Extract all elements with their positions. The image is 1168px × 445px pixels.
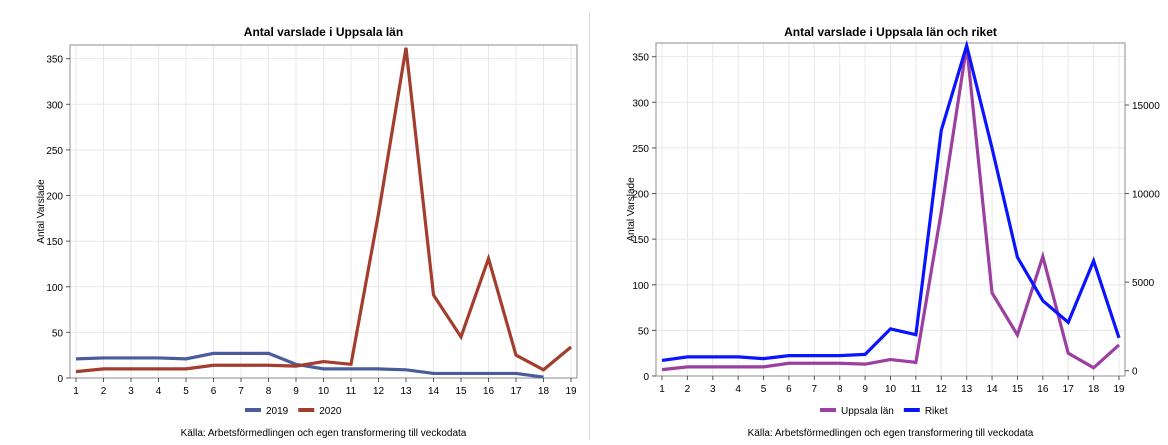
series-line-0	[661, 45, 1121, 372]
y-tick-label: 250	[632, 144, 649, 155]
y-tick-label: 200	[632, 190, 649, 201]
x-tick-label: 10	[885, 384, 897, 395]
y-tick-label: 250	[46, 146, 63, 157]
legend-label-0: 2019	[266, 406, 289, 417]
x-tick-label: 10	[318, 386, 330, 397]
chart-divider	[589, 12, 590, 440]
x-tick-label: 1	[659, 384, 665, 395]
x-tick-label: 2	[685, 384, 691, 395]
x-tick-label: 6	[211, 386, 217, 397]
x-tick-label: 7	[238, 386, 244, 397]
series-line-1	[661, 39, 1121, 362]
legend-label-1: Riket	[925, 406, 948, 417]
x-tick-label: 4	[156, 386, 162, 397]
x-tick-label: 11	[911, 384, 922, 395]
x-tick-label: 14	[986, 384, 998, 395]
y-tick-label: 300	[632, 98, 649, 109]
y-tick-label: 150	[632, 235, 649, 246]
chart-uppsala: Antal varslade i Uppsala län Antal Varsla…	[36, 25, 578, 439]
x-tick-label: 13	[400, 386, 412, 397]
y-tick-label: 0	[57, 374, 63, 385]
y-tick-label: 0	[643, 372, 649, 383]
y2-tick-label: 15000	[1132, 101, 1160, 112]
x-tick-label: 5	[761, 384, 767, 395]
chart-title: Antal varslade i Uppsala län och riket	[784, 25, 997, 39]
x-tick-label: 18	[1088, 384, 1100, 395]
source-note: Källa: Arbetsförmedlingen och egen trans…	[181, 428, 467, 439]
y-tick-label: 150	[46, 237, 63, 248]
chart-title: Antal varslade i Uppsala län	[244, 25, 403, 39]
x-tick-label: 13	[961, 384, 973, 395]
x-tick-label: 8	[266, 386, 272, 397]
y-tick-label: 300	[46, 100, 63, 111]
y-tick-label: 100	[46, 283, 63, 294]
series-line-1	[75, 47, 573, 374]
y2-tick-label: 10000	[1132, 190, 1160, 201]
x-tick-label: 14	[428, 386, 440, 397]
legend-label-0: Uppsala län	[841, 406, 894, 417]
y2-tick-label: 5000	[1132, 278, 1155, 289]
legend-label-1: 2020	[319, 406, 342, 417]
y-axis-label: Antal Varslade	[36, 179, 47, 244]
x-tick-label: 7	[812, 384, 818, 395]
x-tick-label: 15	[1012, 384, 1024, 395]
x-tick-label: 19	[1113, 384, 1125, 395]
x-tick-label: 17	[1063, 384, 1075, 395]
x-tick-label: 11	[346, 386, 357, 397]
y-tick-label: 350	[632, 53, 649, 64]
y-tick-label: 350	[46, 55, 63, 66]
source-note: Källa: Arbetsförmedlingen och egen trans…	[748, 428, 1034, 439]
y-tick-label: 50	[638, 326, 650, 337]
chart-uppsala-riket: Antal varslade i Uppsala län och riket An…	[626, 25, 1160, 439]
x-tick-label: 1	[73, 386, 79, 397]
y-tick-label: 200	[46, 192, 63, 203]
series-line-0	[75, 351, 544, 379]
x-tick-label: 12	[936, 384, 948, 395]
x-tick-label: 9	[862, 384, 868, 395]
x-tick-label: 9	[293, 386, 299, 397]
x-tick-label: 15	[455, 386, 467, 397]
x-tick-label: 19	[565, 386, 577, 397]
y2-tick-label: 0	[1132, 367, 1138, 378]
x-tick-label: 16	[1037, 384, 1049, 395]
x-tick-label: 3	[710, 384, 716, 395]
y-tick-label: 50	[52, 328, 64, 339]
x-tick-label: 5	[183, 386, 189, 397]
x-tick-label: 17	[510, 386, 522, 397]
y-tick-label: 100	[632, 281, 649, 292]
y-axis-label: Antal Varslade	[626, 177, 637, 242]
x-tick-label: 4	[735, 384, 741, 395]
x-tick-label: 16	[483, 386, 495, 397]
x-tick-label: 12	[373, 386, 385, 397]
x-tick-label: 2	[101, 386, 107, 397]
x-tick-label: 8	[837, 384, 843, 395]
x-tick-label: 3	[128, 386, 134, 397]
x-tick-label: 6	[786, 384, 792, 395]
x-tick-label: 18	[538, 386, 550, 397]
